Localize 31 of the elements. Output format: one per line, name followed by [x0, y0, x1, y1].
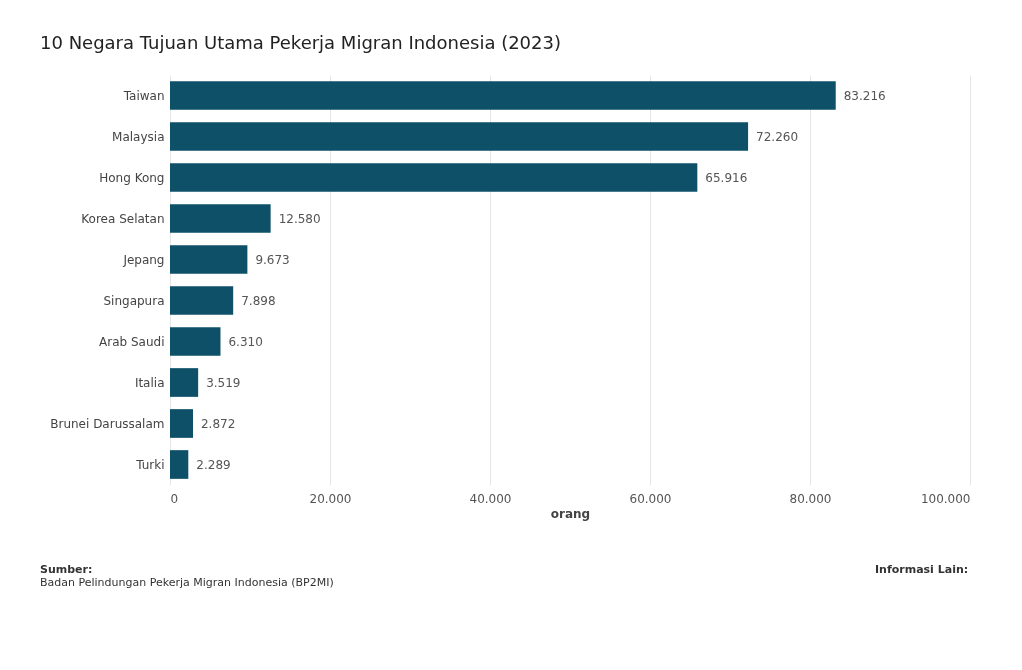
y-tick-label: Arab Saudi: [99, 334, 165, 349]
y-tick-label: Singapura: [103, 293, 165, 308]
x-tick-label: 0: [170, 491, 179, 506]
y-tick-label: Taiwan: [122, 88, 165, 103]
y-tick-label: Turki: [135, 457, 165, 472]
data-label: 83.216: [843, 88, 886, 103]
data-label: 2.289: [196, 457, 231, 472]
data-label: 72.260: [756, 129, 799, 144]
text: Informasi Lain:: [875, 563, 969, 576]
y-tick-label: Korea Selatan: [81, 211, 165, 226]
x-tick-label: 40.000: [469, 491, 512, 506]
y-tick-label: Brunei Darussalam: [50, 416, 165, 431]
data-label: 2.872: [200, 416, 236, 431]
data-label: 3.519: [206, 375, 241, 390]
y-tick-label: Italia: [134, 375, 165, 390]
x-tick-label: 60.000: [629, 491, 672, 506]
y-tick-label: Malaysia: [112, 129, 165, 144]
x-tick-label: 80.000: [789, 491, 832, 506]
y-tick-label: Jepang: [122, 252, 165, 267]
chart-title: 10 Negara Tujuan Utama Pekerja Migran Indonesia (2023): [40, 32, 561, 53]
text: Badan Pelindungan Pekerja Migran Indonesia (BP2MI): [40, 576, 334, 589]
x-axis-title: orang: [550, 506, 591, 521]
text: Sumber:: [40, 563, 93, 576]
y-tick-label: Hong Kong: [99, 170, 165, 185]
data-label: 7.898: [241, 293, 276, 308]
x-tick-label: 20.000: [309, 491, 352, 506]
data-label: 6.310: [228, 334, 263, 349]
data-label: 9.673: [255, 252, 290, 267]
x-tick-label: 100.000: [920, 491, 971, 506]
data-label: 65.916: [705, 170, 748, 185]
data-label: 12.580: [278, 211, 321, 226]
